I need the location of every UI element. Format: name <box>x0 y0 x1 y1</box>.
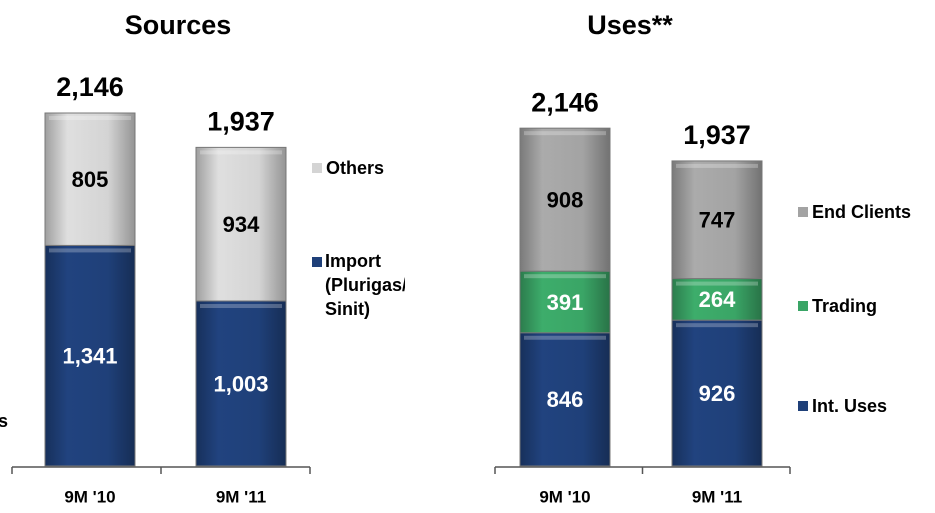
legend-swatch <box>312 257 322 267</box>
bar-bevel <box>676 281 758 286</box>
bar-segment <box>671 160 763 280</box>
legend-label: Others <box>326 158 384 178</box>
bar-bevel <box>200 150 282 155</box>
x-tick-label: 9M '10 <box>539 487 590 506</box>
legend-swatch <box>798 207 808 217</box>
legend-label: End Clients <box>812 202 911 222</box>
bar-segment <box>195 146 287 302</box>
bar-segment <box>519 332 611 467</box>
total-label: 2,146 <box>56 72 124 102</box>
bar-segment <box>671 278 763 321</box>
total-label: 1,937 <box>207 107 275 137</box>
bar-bevel <box>524 335 606 340</box>
value-label: 805 <box>72 167 109 192</box>
value-label: 264 <box>699 287 736 312</box>
legend-swatch <box>798 401 808 411</box>
x-tick-label: 9M '11 <box>216 487 266 506</box>
value-label: 1,341 <box>62 344 117 369</box>
bar-bevel <box>524 131 606 136</box>
bar-bevel <box>676 163 758 168</box>
value-label: 934 <box>223 212 260 237</box>
bar-bevel <box>200 304 282 309</box>
bar-segment <box>44 112 136 246</box>
legend-swatch <box>798 301 808 311</box>
bar-segment <box>519 127 611 272</box>
value-label: 391 <box>547 290 584 315</box>
bar-bevel <box>676 323 758 328</box>
x-tick-label: 9M '10 <box>64 487 115 506</box>
legend-label: Import (Plurigas/ Sinit) <box>325 251 405 319</box>
legend-wrap: Import (Plurigas/ Sinit) <box>325 251 405 319</box>
bar-bevel <box>524 274 606 279</box>
x-tick-label: 9M '11 <box>692 487 742 506</box>
bar-bevel <box>49 248 131 253</box>
value-label: 1,003 <box>213 371 268 396</box>
bar-segment <box>671 319 763 467</box>
bar-segment <box>44 244 136 467</box>
chart-title: Sources <box>125 10 232 40</box>
edge-text: s <box>0 411 8 431</box>
value-label: 908 <box>547 187 584 212</box>
total-label: 1,937 <box>683 120 751 150</box>
legend-label: Trading <box>812 296 877 316</box>
bar-bevel <box>49 116 131 120</box>
legend-swatch <box>312 163 322 173</box>
value-label: 846 <box>547 387 584 412</box>
value-label: 926 <box>699 381 736 406</box>
chart-title: Uses** <box>587 10 673 40</box>
total-label: 2,146 <box>531 87 599 117</box>
bar-segment <box>195 300 287 467</box>
value-label: 747 <box>699 208 736 233</box>
legend-label: Int. Uses <box>812 396 887 416</box>
